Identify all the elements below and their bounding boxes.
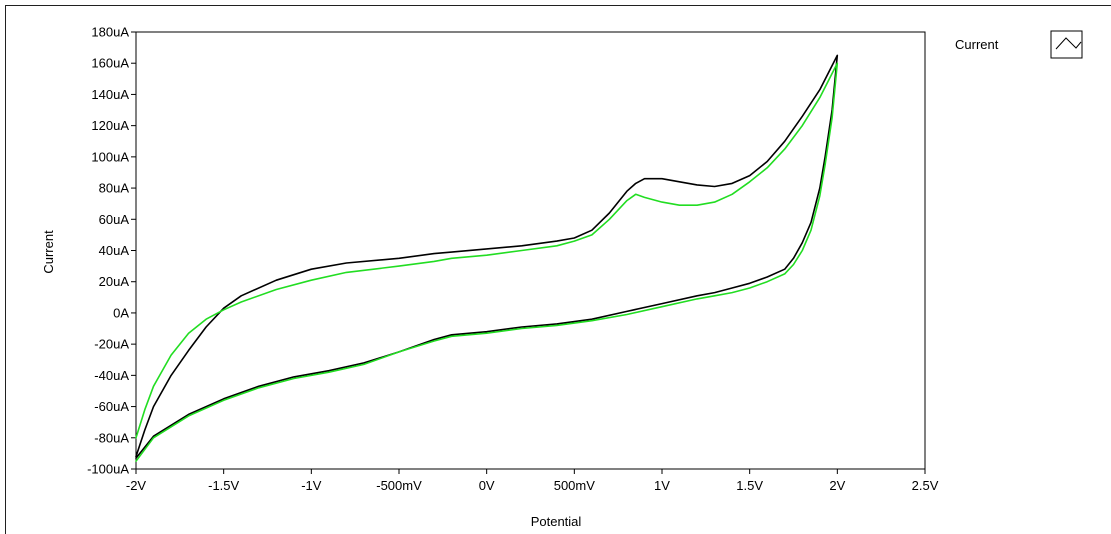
y-tick-label: -60uA: [94, 399, 129, 414]
legend-label-current: Current: [955, 37, 999, 52]
y-tick-label: 140uA: [91, 87, 129, 102]
x-tick-label: -1.5V: [208, 478, 239, 493]
x-tick-label: 0V: [479, 478, 495, 493]
x-tick-label: 1V: [654, 478, 670, 493]
y-tick-label: 120uA: [91, 118, 129, 133]
series-line-current-black: [135, 54, 839, 459]
panel-border-top: [5, 5, 1111, 6]
x-tick-label: 1.5V: [736, 478, 763, 493]
y-axis-title: Current: [41, 230, 56, 274]
y-tick-label: 80uA: [99, 181, 130, 196]
legend-line-icon: [1055, 37, 1082, 50]
legend: Current: [955, 30, 1083, 59]
y-tick-label: 180uA: [91, 25, 129, 40]
y-tick-label: 160uA: [91, 56, 129, 71]
x-tick-label: -1V: [301, 478, 322, 493]
y-tick-label: -40uA: [94, 368, 129, 383]
y-tick-label: 100uA: [91, 149, 129, 164]
panel-border-left: [5, 5, 6, 534]
x-axis: -2V -1.5V -1V -500mV 0V 500mV 1V 1.5V 2V 2.5V: [126, 469, 939, 493]
y-tick-label: 0A: [113, 305, 129, 320]
y-tick-label: 60uA: [99, 212, 130, 227]
x-tick-label: 500mV: [554, 478, 596, 493]
x-tick-label: 2V: [829, 478, 845, 493]
y-tick-label: -80uA: [94, 430, 129, 445]
x-tick-label: 2.5V: [912, 478, 939, 493]
plot-lines: [135, 54, 839, 463]
y-tick-label: 20uA: [99, 274, 130, 289]
y-axis: 180uA 160uA 140uA 120uA 100uA 80uA 60uA 40uA 20u…: [87, 25, 136, 477]
x-axis-title: Potential: [531, 514, 582, 529]
legend-swatch[interactable]: [1050, 30, 1083, 59]
x-tick-label: -2V: [126, 478, 147, 493]
series-line-current-green: [135, 62, 839, 463]
y-tick-label: 40uA: [99, 243, 130, 258]
x-tick-label: -500mV: [376, 478, 422, 493]
y-tick-label: -100uA: [87, 462, 129, 477]
plot-area: [135, 31, 926, 470]
y-tick-label: -20uA: [94, 337, 129, 352]
